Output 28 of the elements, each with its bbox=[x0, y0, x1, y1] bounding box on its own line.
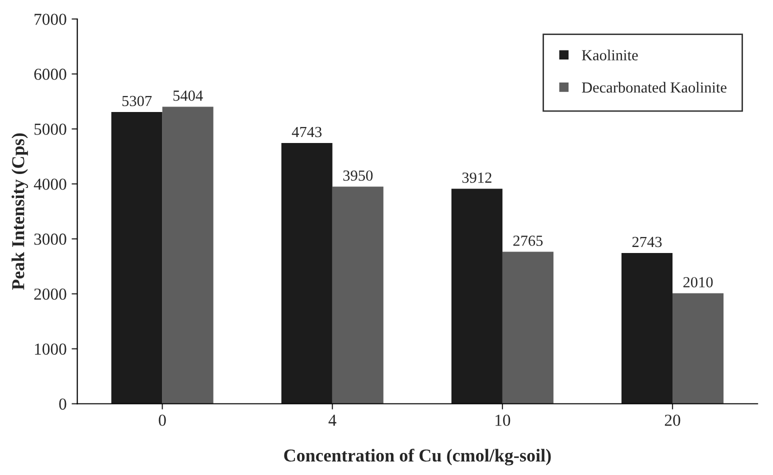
y-tick-label: 6000 bbox=[34, 68, 66, 80]
x-tick-label: 0 bbox=[158, 414, 166, 426]
bar bbox=[672, 293, 724, 404]
data-label: 2010 bbox=[683, 277, 713, 288]
x-tick-label: 10 bbox=[496, 414, 510, 426]
y-tick-label: 4000 bbox=[34, 178, 66, 190]
bar bbox=[332, 186, 384, 404]
y-tick-label: 3000 bbox=[34, 234, 66, 245]
y-tick-label: 5000 bbox=[34, 124, 66, 135]
bar bbox=[162, 106, 214, 404]
y-tick-label: 1000 bbox=[35, 343, 66, 355]
data-label: 2765 bbox=[513, 236, 543, 246]
bar bbox=[502, 252, 554, 404]
y-tick-label: 2000 bbox=[34, 288, 66, 300]
data-label: 2743 bbox=[632, 236, 662, 248]
x-tick-label: 20 bbox=[664, 414, 680, 426]
data-label: 3912 bbox=[462, 172, 492, 183]
x-tick-label: 4 bbox=[328, 414, 336, 426]
y-axis-title: Peak Intensity (Cps) bbox=[12, 133, 28, 290]
x-axis-title: Concentration of Cu (cmol/kg-soil) bbox=[284, 448, 551, 466]
data-label: 4743 bbox=[292, 126, 322, 138]
y-tick-label: 7000 bbox=[34, 14, 66, 25]
y-tick-label: 0 bbox=[59, 398, 66, 410]
data-label: 3950 bbox=[343, 170, 373, 181]
legend-label: Kaolinite bbox=[582, 50, 638, 60]
legend-label: Decarbonated Kaolinite bbox=[582, 82, 726, 93]
data-label: 5404 bbox=[173, 90, 203, 101]
data-label: 5307 bbox=[122, 96, 152, 106]
